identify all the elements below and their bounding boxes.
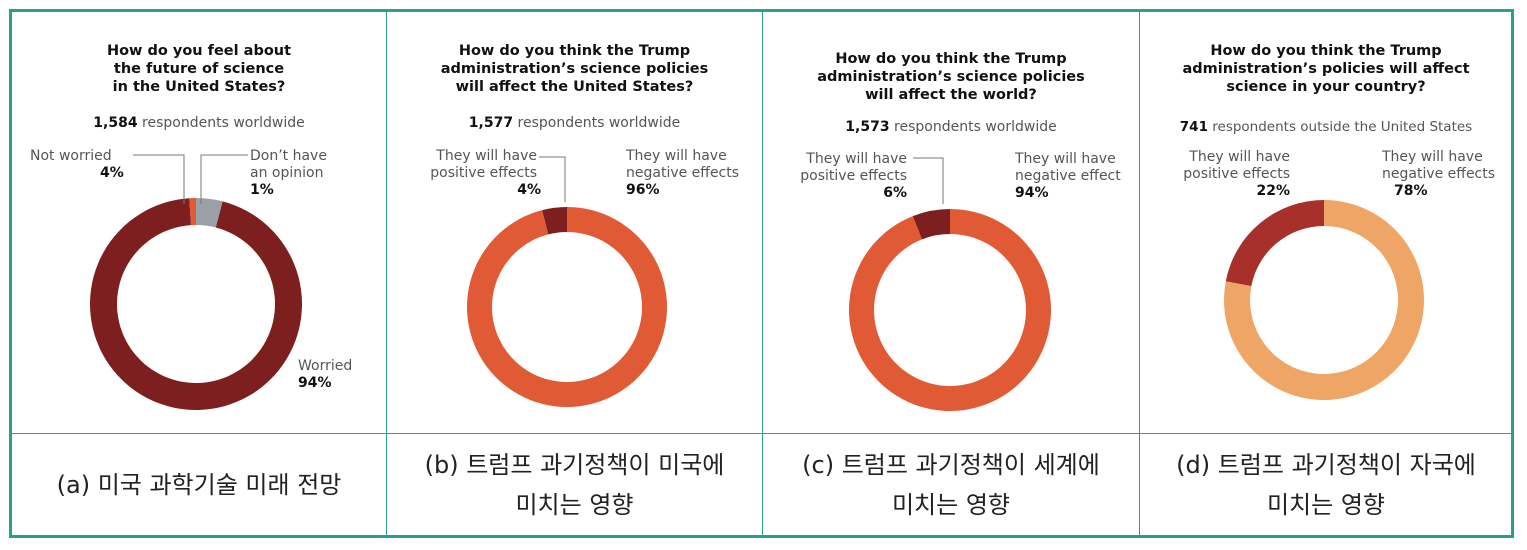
chart-title: How do you feel about the future of scie… xyxy=(106,43,292,95)
slice-they-will-have-negative-effect xyxy=(849,209,1051,411)
leader-line-no-opinion xyxy=(200,154,248,204)
caption-a: (a) 미국 과학기술 미래 전망 xyxy=(56,471,342,499)
slice-don-t-have-an-opinion xyxy=(189,198,196,226)
leader-line-not-worried xyxy=(133,154,185,204)
donut-chart-c xyxy=(849,157,1051,411)
column-divider-3 xyxy=(1139,12,1140,536)
slice-they-will-have-negative-effects xyxy=(466,207,667,407)
caption-c: (c) 트럼프 과기정책이 세계에 미치는 영향 xyxy=(802,451,1100,519)
chart-title: How do you think the Trump administratio… xyxy=(817,51,1085,103)
caption-d: (d) 트럼프 과기정책이 자국에 미치는 영향 xyxy=(1176,451,1476,519)
label-negative: They will have negative effects 78% xyxy=(1382,149,1496,199)
slice-worried xyxy=(90,198,303,410)
column-divider-2 xyxy=(762,12,763,536)
label-no-opinion: Don’t have an opinion 1% xyxy=(250,148,327,198)
panel-d: How do you think the Trump administratio… xyxy=(1140,12,1512,433)
label-positive: They will have positive effects 22% xyxy=(1183,149,1290,199)
leader-line-positive xyxy=(913,157,944,204)
respondents-note: 1,573 respondents worldwide xyxy=(845,119,1057,135)
slice-they-will-have-positive-effects xyxy=(1225,200,1324,287)
panel-a: How do you feel about the future of scie… xyxy=(12,12,386,433)
column-divider-1 xyxy=(386,12,387,536)
label-negative: They will have negative effects 96% xyxy=(626,148,740,198)
label-positive: They will have positive effects 4% xyxy=(430,148,541,198)
respondents-note: 1,577 respondents worldwide xyxy=(468,115,681,131)
label-worried: Worried 94% xyxy=(298,358,353,391)
donut-chart-b xyxy=(466,156,667,407)
panel-c: How do you think the Trump administratio… xyxy=(763,12,1139,433)
slice-they-will-have-positive-effects xyxy=(912,209,950,240)
donut-chart-a xyxy=(90,154,303,410)
label-positive: They will have positive effects 6% xyxy=(800,151,907,201)
chart-title: How do you think the Trump administratio… xyxy=(440,43,709,95)
label-negative: They will have negative effect 94% xyxy=(1015,151,1121,201)
caption-b: (b) 트럼프 과기정책이 미국에 미치는 영향 xyxy=(424,451,725,519)
figure-frame xyxy=(9,9,1514,538)
respondents-note: 1,584 respondents worldwide xyxy=(93,115,305,131)
caption-divider xyxy=(9,433,1514,434)
slice-not-worried xyxy=(196,198,223,228)
donut-chart-d xyxy=(1224,200,1424,400)
label-not-worried: Not worried 4% xyxy=(30,148,124,181)
respondents-note: 741 respondents outside the United State… xyxy=(1179,119,1473,135)
slice-they-will-have-positive-effects xyxy=(542,207,567,235)
panel-b: How do you think the Trump administratio… xyxy=(387,12,762,433)
leader-line-positive xyxy=(539,156,566,202)
chart-title: How do you think the Trump administratio… xyxy=(1182,43,1470,95)
